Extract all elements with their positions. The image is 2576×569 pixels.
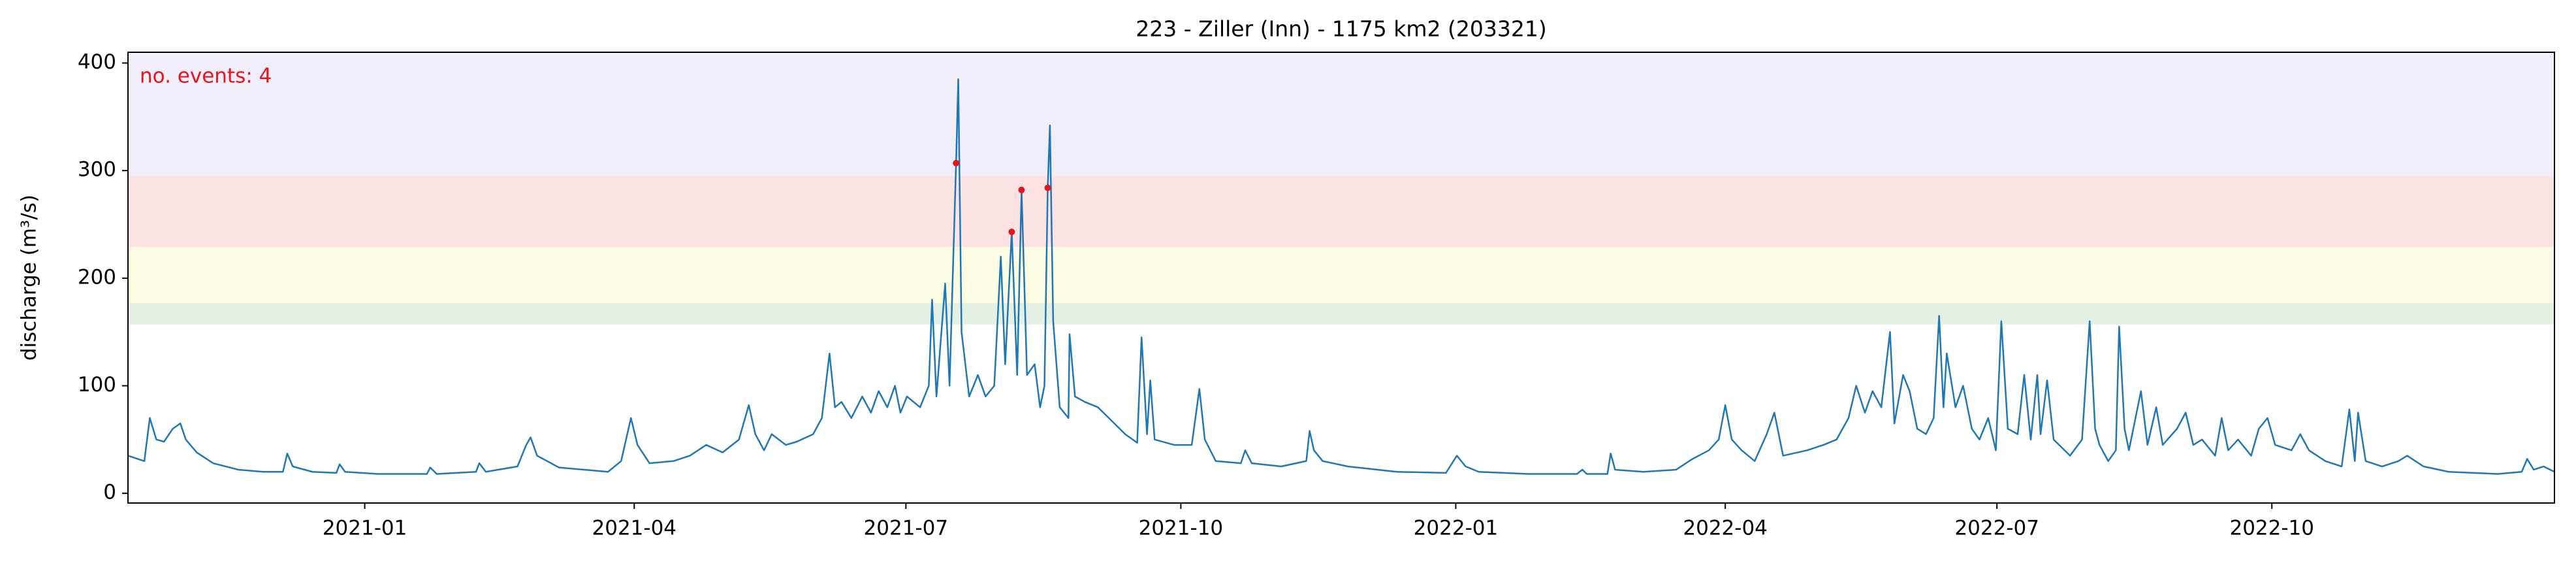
- threshold-band: [128, 247, 2554, 303]
- y-tick-label: 400: [78, 50, 116, 74]
- event-point: [1044, 184, 1051, 191]
- x-tick-label: 2021-10: [1139, 517, 1224, 540]
- y-tick-label: 0: [103, 481, 116, 504]
- x-tick-label: 2022-07: [1954, 517, 2039, 540]
- x-tick-label: 2021-07: [864, 517, 949, 540]
- plot-frame: [127, 52, 2555, 504]
- event-count-annotation: no. events: 4: [140, 65, 272, 88]
- x-tick-label: 2022-10: [2229, 517, 2314, 540]
- x-tick-label: 2021-01: [323, 517, 407, 540]
- x-tick-label: 2021-04: [592, 517, 677, 540]
- y-tick-label: 300: [78, 158, 116, 182]
- discharge-line: [128, 78, 2554, 475]
- threshold-band: [128, 52, 2554, 176]
- event-point: [1008, 229, 1015, 236]
- chart-title: 223 - Ziller (Inn) - 1175 km2 (203321): [1136, 16, 1546, 42]
- threshold-band: [128, 176, 2554, 248]
- y-axis-label: discharge (m³/s): [18, 195, 41, 361]
- x-tick-label: 2022-01: [1414, 517, 1499, 540]
- threshold-band: [128, 302, 2554, 325]
- y-tick-label: 200: [78, 265, 116, 289]
- event-point: [953, 159, 960, 167]
- y-tick-label: 100: [78, 373, 116, 397]
- threshold-bands: [128, 52, 2554, 325]
- x-tick-label: 2022-04: [1683, 517, 1768, 540]
- event-point: [1018, 186, 1025, 193]
